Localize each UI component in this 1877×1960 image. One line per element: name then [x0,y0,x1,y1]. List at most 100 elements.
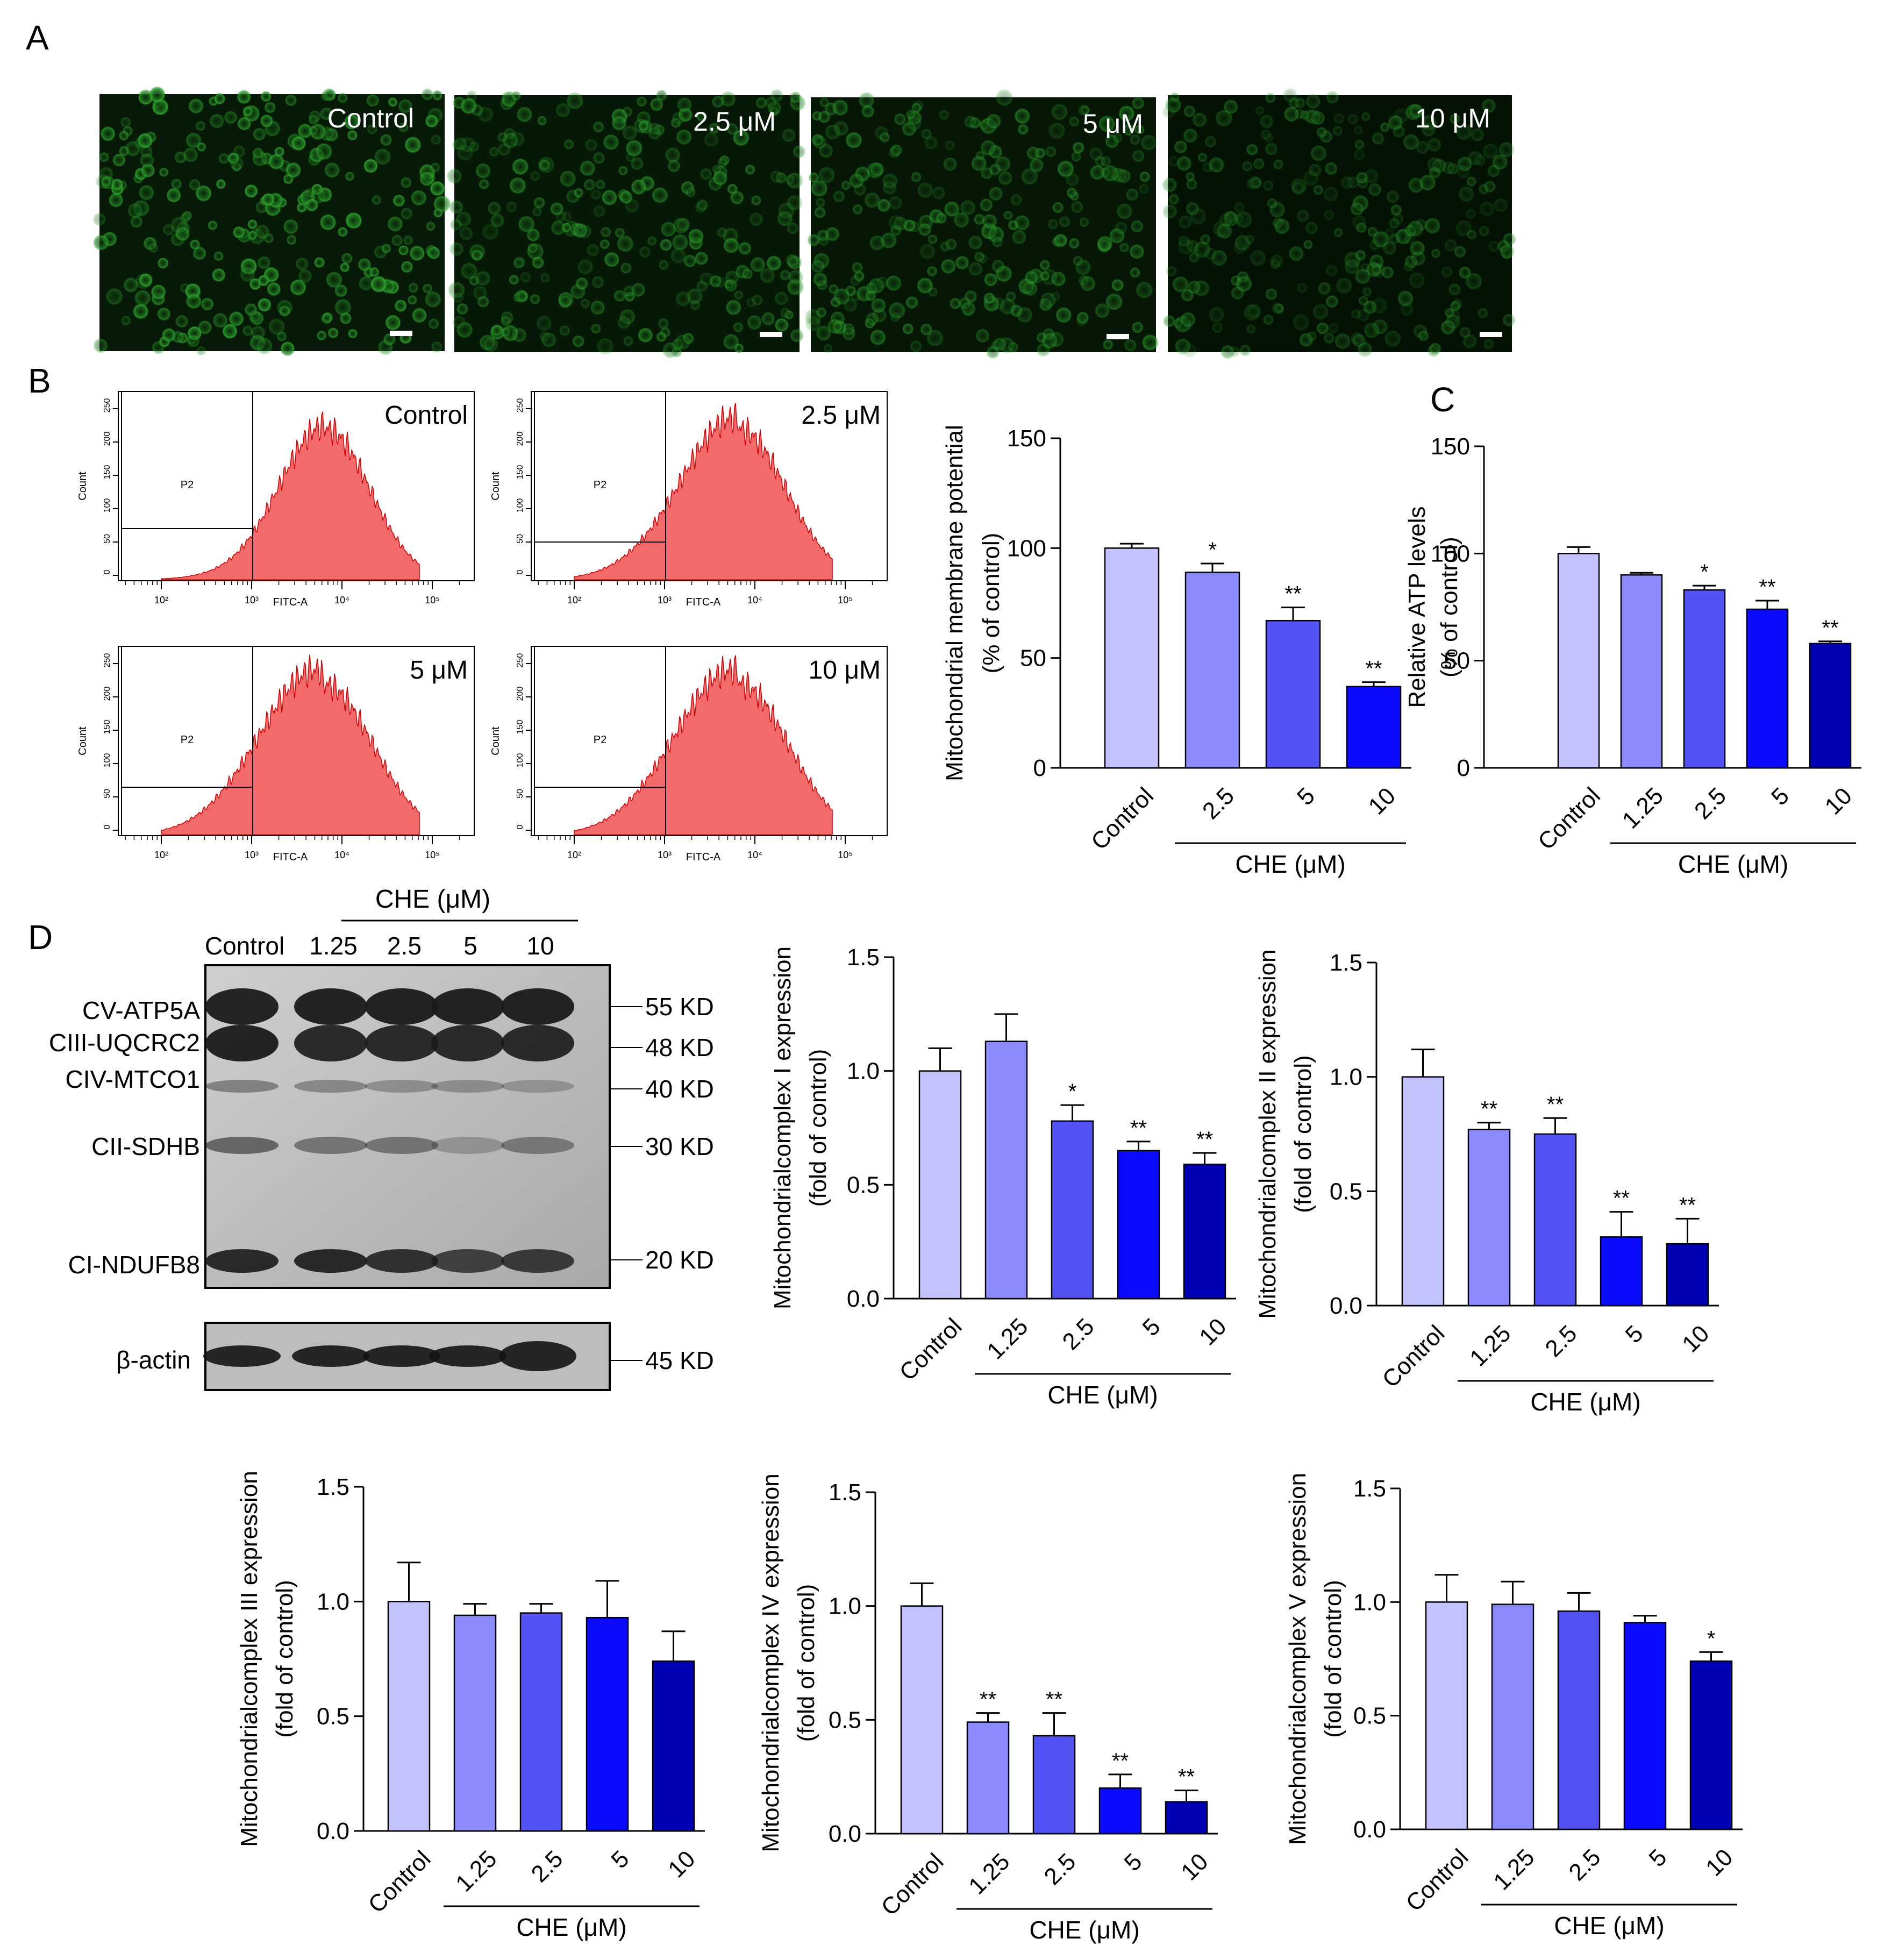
cell-spot [561,222,572,233]
cell-spot [388,97,398,108]
cell-spot [422,283,433,294]
cell-spot [512,257,525,269]
bar [1401,1076,1445,1307]
cell-spot [410,189,427,206]
bar [984,1040,1028,1300]
cell-spot [1444,238,1458,252]
cell-spot [1139,171,1151,183]
cell-spot [741,268,753,280]
cell-spot [1429,342,1442,355]
cell-spot [624,198,640,213]
cell-spot [1163,315,1176,327]
cell-spot [890,144,903,156]
cell-spot [1132,149,1145,163]
cell-spot [319,213,337,231]
cell-spot [848,173,865,189]
hist-y-tick-label: 0 [516,824,525,829]
cell-spot [1211,322,1223,334]
marker-label: 45 KD [645,1346,714,1374]
bar [1600,1236,1643,1307]
cell-spot [751,294,763,307]
cell-spot [1045,146,1057,158]
cell-spot [557,291,574,308]
cell-spot [1402,133,1420,151]
cell-spot [511,158,530,176]
actin-band [292,1345,369,1367]
hist-y-tick-label: 250 [516,398,525,413]
cell-spot [1034,147,1046,159]
y-tick-label: 0.5 [847,1172,880,1198]
cell-spot [267,317,286,336]
cell-spot [960,301,976,317]
cell-spot [213,251,224,262]
cell-spot [1407,176,1425,194]
cell-spot [1247,175,1262,190]
cell-spot [638,246,652,259]
cell-spot [92,212,106,226]
cell-spot [222,323,238,339]
cell-spot [819,97,830,108]
cell-spot [502,131,519,149]
cell-spot [1482,142,1499,160]
hist-y-tick-label: 50 [516,534,525,544]
cell-spot [196,346,206,356]
cell-spot [831,99,849,117]
cell-spot [1055,307,1072,324]
cell-spot [1362,287,1372,297]
micrograph-5um: 5 μM [804,89,1159,359]
cell-spot [1354,250,1366,261]
cell-spot [669,247,687,265]
cell-spot [1080,275,1096,292]
y-tick-label: 1.5 [317,1474,349,1500]
cell-spot [1122,123,1135,137]
cell-spot [137,89,154,106]
y-axis-label: Mitochondrialcomplex II expression [1254,949,1281,1318]
significance-marker: ** [1284,582,1301,606]
cell-spot [774,317,789,333]
x-tick-label: Control [363,1845,436,1918]
cell-spot [1174,338,1191,355]
cell-spot [694,251,709,266]
hist-y-tick-label: 0 [103,824,112,829]
histogram-distribution [574,403,833,580]
cell-spot [1291,313,1310,331]
cell-spot [1323,186,1339,202]
cell-spot [1070,200,1084,214]
scale-bar [1480,332,1502,337]
cell-spot [611,115,627,131]
cell-spot [1481,98,1497,113]
cell-spot [964,115,977,129]
cell-spot [1270,254,1284,268]
cell-spot [1335,276,1353,295]
bar-chart-mmp: 0 50 100 150 Mitochondrial membrane potentia… [941,425,1411,878]
hist-x-tick-label: 10³ [245,850,259,860]
cell-spot [1111,279,1124,292]
cell-spot [1454,219,1473,237]
cell-spot [1303,239,1314,250]
cell-spot [295,257,309,271]
cell-spot [185,293,202,310]
x-tick-label: 5 [1292,782,1320,810]
cell-spot [264,101,276,114]
bar [966,1721,1010,1835]
cell-spot [614,227,625,238]
cell-spot [138,184,155,201]
cell-spot [483,337,499,353]
cell-spot [1418,330,1429,341]
y-tick-label: 0.0 [317,1818,349,1844]
cell-spot [717,227,728,238]
cell-spot [285,161,302,179]
cell-spot [505,201,518,213]
cell-spot [337,226,348,238]
bar [652,1660,695,1832]
cell-spot [1296,282,1308,294]
x-tick-label: 1.25 [451,1845,502,1897]
cell-spot [1260,129,1272,141]
cell-spot [1233,202,1245,213]
hist-y-tick-label: 50 [103,789,112,799]
cell-spot [617,315,631,330]
blot-band [294,1249,367,1273]
blot-group-label: CHE (μM) [375,885,490,914]
cell-spot [696,199,709,211]
cell-spot [926,329,944,347]
